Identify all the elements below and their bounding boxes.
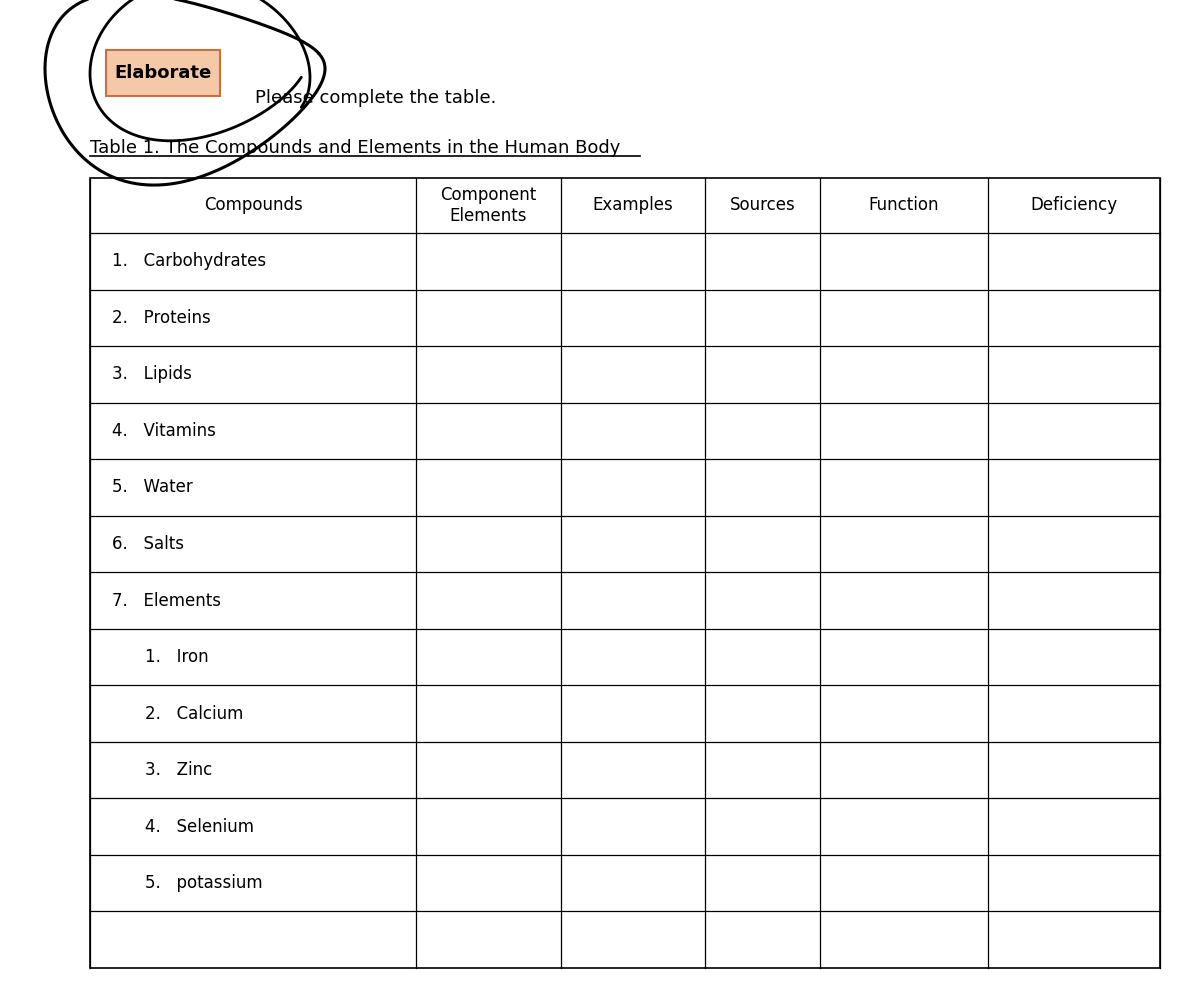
Text: Sources: Sources [730,196,796,215]
Text: 2.   Calcium: 2. Calcium [145,705,244,723]
Text: 4.   Vitamins: 4. Vitamins [112,422,216,440]
Text: 5.   potassium: 5. potassium [145,875,263,892]
Text: 4.   Selenium: 4. Selenium [145,817,254,836]
Text: Elaborate: Elaborate [114,64,211,82]
Text: Examples: Examples [593,196,673,215]
Text: 3.   Lipids: 3. Lipids [112,366,192,384]
Text: Please complete the table.: Please complete the table. [256,89,497,107]
Text: Table 1. The Compounds and Elements in the Human Body: Table 1. The Compounds and Elements in t… [90,139,620,157]
Text: Function: Function [869,196,938,215]
Text: Deficiency: Deficiency [1031,196,1117,215]
Text: 1.   Iron: 1. Iron [145,648,209,666]
Text: 5.   Water: 5. Water [112,478,193,496]
FancyBboxPatch shape [106,50,220,96]
Text: Component
Elements: Component Elements [440,186,536,225]
Bar [90,178,1160,968]
Text: 2.   Proteins: 2. Proteins [112,309,211,326]
Text: 6.   Salts: 6. Salts [112,535,184,553]
Text: 1.   Carbohydrates: 1. Carbohydrates [112,252,266,270]
Text: 3.   Zinc: 3. Zinc [145,761,212,779]
Text: 7.   Elements: 7. Elements [112,592,221,609]
Text: Compounds: Compounds [204,196,302,215]
